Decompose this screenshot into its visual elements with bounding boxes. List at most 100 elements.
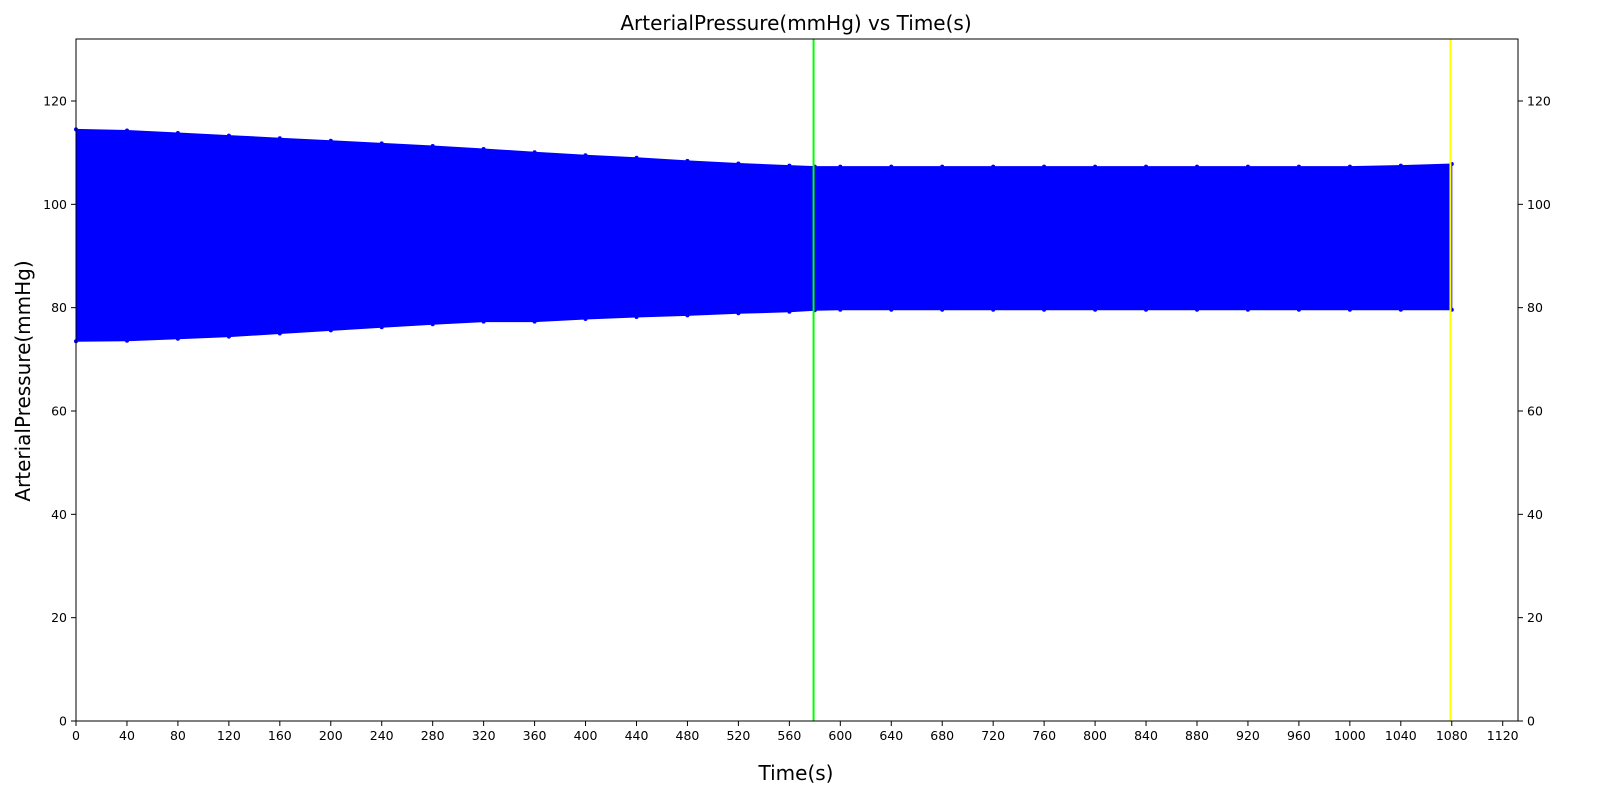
x-tick-label: 440: [625, 728, 649, 743]
series-point-lower: [175, 336, 180, 341]
x-tick-label: 800: [1083, 728, 1107, 743]
x-tick-label: 320: [472, 728, 496, 743]
plot-area: [74, 39, 1454, 721]
y-tick-label-right: 80: [1527, 300, 1543, 315]
series-point-upper: [481, 147, 486, 151]
x-tick-label: 160: [268, 728, 292, 743]
x-tick-label: 400: [574, 728, 598, 743]
series-point-lower: [634, 315, 639, 319]
series-point-upper: [685, 158, 690, 163]
y-tick-label-left: 120: [43, 94, 67, 109]
x-tick-label: 920: [1236, 728, 1260, 743]
x-tick-label: 480: [676, 728, 700, 743]
series-band-0: [75, 128, 1453, 342]
series-point-upper: [226, 133, 231, 138]
x-tick-label: 240: [370, 728, 394, 743]
series-point-upper: [430, 144, 435, 148]
series-point-upper: [583, 153, 588, 158]
x-tick-label: 1120: [1487, 728, 1519, 743]
x-tick-label: 560: [777, 728, 801, 743]
plot-frame: [75, 38, 1519, 722]
x-tick-label: 760: [1032, 728, 1056, 743]
x-tick-label: 1080: [1436, 728, 1468, 743]
x-tick-label: 640: [879, 728, 903, 743]
y-tick-label-left: 80: [51, 300, 67, 315]
x-tick-label: 200: [319, 728, 343, 743]
series-point-upper: [1093, 164, 1098, 169]
y-tick-label-right: 60: [1527, 404, 1543, 419]
series-point-lower: [1296, 307, 1301, 312]
x-tick-label: 840: [1134, 728, 1158, 743]
series-point-lower: [481, 319, 486, 324]
series-point-upper: [838, 164, 843, 169]
x-tick-label: 1040: [1385, 728, 1417, 743]
x-tick-label: 280: [421, 728, 445, 743]
y-tick-label-right: 0: [1527, 714, 1535, 729]
series-point-upper: [1398, 163, 1403, 168]
x-tick-label: 960: [1287, 728, 1311, 743]
series-point-upper: [379, 141, 384, 146]
series-point-upper: [736, 161, 741, 166]
series-point-upper: [1195, 164, 1199, 169]
series-point-lower: [685, 313, 690, 318]
x-tick-label: 1000: [1334, 728, 1366, 743]
y-tick-label-right: 100: [1527, 197, 1551, 212]
series-point-lower: [1093, 307, 1098, 312]
y-tick-label-right: 40: [1527, 507, 1543, 522]
series-point-upper: [787, 163, 792, 168]
series-point-upper: [1245, 164, 1250, 169]
x-tick-label: 880: [1185, 728, 1209, 743]
series-point-lower: [226, 334, 231, 339]
y-axis-label: ArterialPressure(mmHg): [11, 260, 35, 501]
series-point-lower: [940, 307, 945, 312]
series-point-lower: [1195, 307, 1199, 312]
x-tick-label: 520: [726, 728, 750, 743]
x-tick-label: 600: [828, 728, 852, 743]
series-point-lower: [991, 307, 996, 312]
x-tick-label: 40: [119, 728, 135, 743]
x-tick-label: 720: [981, 728, 1005, 743]
y-tick-label-left: 20: [51, 610, 67, 625]
series-point-upper: [277, 136, 282, 141]
x-tick-label: 680: [930, 728, 954, 743]
series-point-lower: [583, 317, 588, 321]
y-tick-label-right: 120: [1527, 94, 1551, 109]
x-tick-label: 120: [217, 728, 241, 743]
y-tick-label-left: 100: [43, 197, 67, 212]
x-axis-label: Time(s): [758, 761, 834, 785]
series-point-lower: [277, 331, 282, 336]
series-point-upper: [634, 155, 639, 160]
series-point-lower: [1144, 307, 1148, 312]
series-point-lower: [787, 309, 792, 314]
y-tick-label-left: 0: [59, 714, 67, 729]
series-point-lower: [736, 311, 741, 316]
y-tick-label-left: 40: [51, 507, 67, 522]
series-point-lower: [430, 322, 435, 327]
x-tick-label: 0: [72, 728, 80, 743]
series-point-upper: [532, 150, 537, 155]
series-point-lower: [125, 338, 129, 343]
axes: 0 40 80 120 160 200 240 280 320 360 400 440 480 520 56…: [43, 38, 1551, 743]
series-point-lower: [1347, 307, 1352, 312]
x-tick-label: 360: [523, 728, 547, 743]
y-tick-label-right: 20: [1527, 610, 1543, 625]
series-point-upper: [1042, 164, 1047, 169]
series-point-lower: [1042, 307, 1047, 312]
series-point-upper: [889, 164, 894, 169]
series-point-upper: [175, 131, 180, 135]
y-tick-label-left: 60: [51, 404, 67, 419]
series-point-lower: [838, 307, 843, 312]
series-point-upper: [1144, 164, 1148, 169]
series-point-lower: [1245, 307, 1250, 312]
series-point-lower: [379, 325, 384, 330]
series-point-lower: [1398, 307, 1403, 312]
series-point-upper: [940, 164, 945, 169]
chart-title: ArterialPressure(mmHg) vs Time(s): [620, 11, 971, 35]
series-point-upper: [125, 128, 129, 133]
series-point-lower: [889, 307, 894, 312]
series-point-upper: [991, 164, 996, 169]
series-point-upper: [1296, 164, 1301, 169]
series-point-lower: [328, 328, 333, 333]
series-point-upper: [1347, 164, 1352, 169]
